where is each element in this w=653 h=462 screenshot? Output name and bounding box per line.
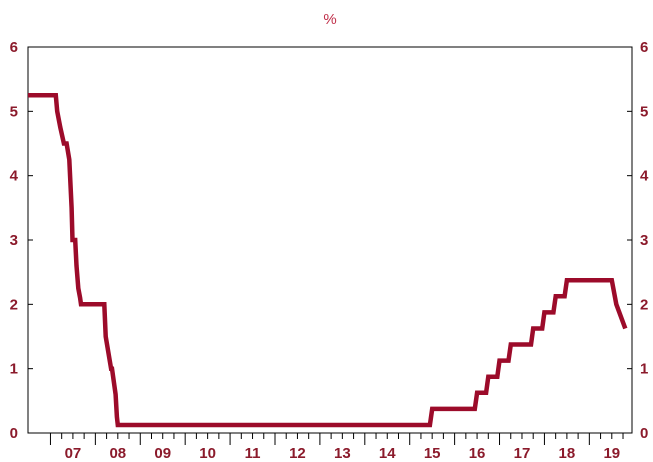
plot-frame [27, 46, 633, 434]
x-tick-label: 10 [199, 445, 216, 462]
x-tick-label: 11 [245, 445, 261, 462]
y-axis-right: 0 1 2 3 4 5 6 [627, 39, 649, 442]
y-tick-label-right: 1 [640, 361, 648, 378]
x-tick-label: 09 [154, 445, 171, 462]
x-tick-label: 16 [469, 445, 486, 462]
y-tick-label-left: 4 [10, 168, 19, 185]
x-tick-label: 18 [559, 445, 576, 462]
x-tick-label: 07 [65, 445, 82, 462]
y-tick-label-left: 0 [10, 425, 18, 442]
x-tick-label: 17 [514, 445, 531, 462]
y-tick-label-left: 6 [10, 39, 18, 56]
y-tick-label-right: 4 [640, 168, 649, 185]
y-tick-label-right: 6 [640, 39, 648, 56]
x-tick-label: 08 [109, 445, 126, 462]
y-tick-label-right: 5 [640, 103, 648, 120]
x-tick-label: 12 [289, 445, 306, 462]
y-tick-label-left: 3 [10, 232, 18, 249]
y-tick-label-left: 1 [10, 361, 18, 378]
x-tick-label: 14 [379, 445, 396, 462]
x-axis: 07 08 09 10 11 12 13 14 15 16 17 18 19 [49, 433, 624, 462]
unit-label: % [323, 11, 336, 28]
x-tick-label: 19 [603, 445, 620, 462]
y-tick-label-right: 0 [640, 425, 648, 442]
series-line [28, 93, 628, 428]
x-tick-label: 15 [424, 445, 441, 462]
y-tick-label-left: 5 [10, 103, 18, 120]
y-axis-left: 0 1 2 3 4 5 6 [10, 39, 33, 442]
y-tick-label-right: 3 [640, 232, 648, 249]
y-tick-label-right: 2 [640, 296, 648, 313]
x-tick-label: 13 [334, 445, 351, 462]
y-tick-label-left: 2 [10, 296, 18, 313]
